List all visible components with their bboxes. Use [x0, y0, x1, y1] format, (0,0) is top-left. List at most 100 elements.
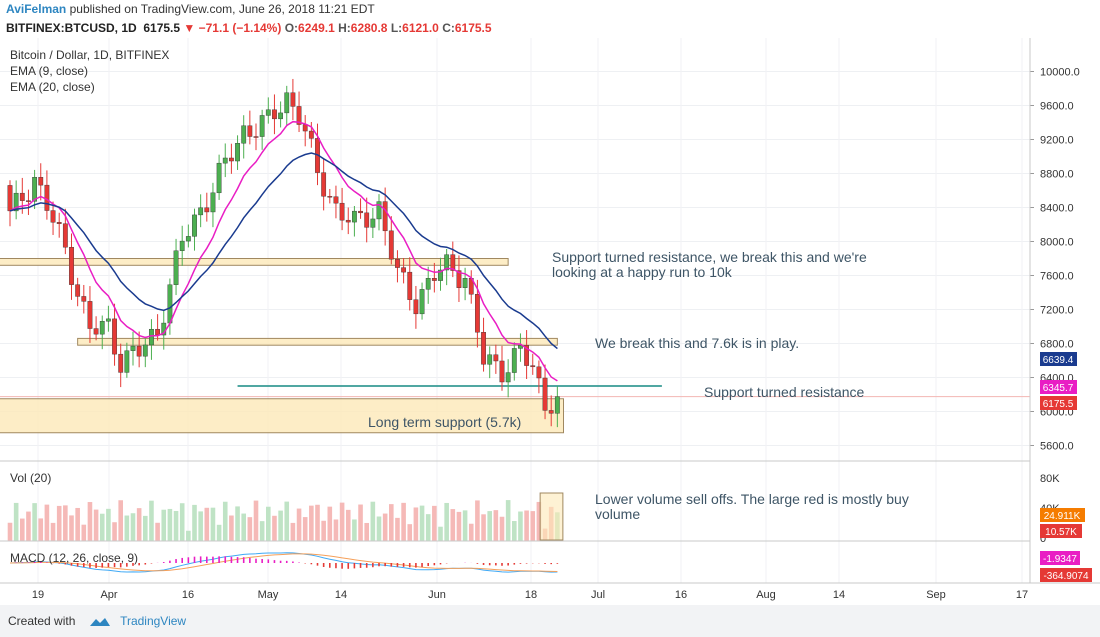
- volume-bar: [487, 511, 492, 541]
- candle-body: [456, 270, 462, 288]
- price-tick-label: 7600.0: [1040, 271, 1074, 283]
- candle-body: [376, 201, 382, 220]
- volume-bar: [327, 506, 333, 541]
- candle-body: [475, 294, 480, 333]
- volume-bar: [198, 511, 203, 541]
- price-tick-label: 9200.0: [1040, 135, 1074, 147]
- volume-bar: [456, 511, 462, 541]
- time-tick-label: 14: [335, 589, 347, 601]
- candle-body: [395, 258, 400, 268]
- volume-bar: [376, 516, 382, 541]
- candle-body: [530, 365, 536, 368]
- candle-body: [210, 192, 216, 213]
- time-tick-label: May: [258, 589, 279, 601]
- volume-bar: [290, 522, 296, 541]
- volume-bar: [247, 517, 253, 541]
- macd-legend: MACD (12, 26, close, 9): [10, 551, 138, 565]
- candle-body: [505, 372, 511, 383]
- candle-body: [235, 143, 240, 162]
- volume-bar: [444, 502, 449, 541]
- price-tick-label: 8000.0: [1040, 237, 1074, 249]
- volume-bar: [345, 509, 351, 541]
- volume-bar: [284, 501, 290, 541]
- candle-body: [413, 299, 419, 315]
- candle-body: [333, 196, 339, 204]
- author-link[interactable]: AviFelman: [6, 2, 67, 16]
- candle-body: [339, 202, 345, 221]
- volume-legend: Vol (20): [10, 471, 51, 485]
- candle-body: [345, 219, 351, 223]
- ema20-legend: EMA (20, close): [10, 80, 95, 94]
- candle-body: [118, 353, 124, 373]
- volume-bar: [179, 503, 185, 541]
- volume-bar: [352, 519, 357, 541]
- high-value: 6280.8: [350, 21, 388, 35]
- annotation-volume-1: Lower volume sell offs. The large red is…: [595, 491, 909, 507]
- volume-bars: [7, 492, 564, 541]
- candle-body: [204, 207, 210, 213]
- candle-body: [87, 301, 93, 329]
- badge-ema20: 6639.4: [1040, 352, 1077, 366]
- price-tick-label: 8400.0: [1040, 203, 1074, 215]
- volume-bar: [339, 502, 345, 541]
- svg-text:-364.9074: -364.9074: [1043, 571, 1088, 582]
- open-label: O:: [284, 21, 299, 35]
- high-label: H:: [338, 21, 351, 35]
- candle-body: [419, 289, 425, 315]
- volume-bar: [401, 502, 406, 541]
- price-tick-label: 10000.0: [1040, 67, 1080, 79]
- candle-body: [7, 185, 13, 212]
- tradingview-logo-icon: [89, 617, 110, 626]
- price-tick-label: 5600.0: [1040, 441, 1074, 453]
- volume-bar: [167, 508, 173, 541]
- candle-body: [198, 207, 204, 216]
- candle-body: [185, 236, 191, 242]
- volume-tick-label: 80K: [1040, 473, 1060, 485]
- price-chart[interactable]: 10000.0 9600.0 9200.0 8800.0 8400.0 8000.0 760…: [0, 38, 1100, 605]
- volume-bar: [512, 521, 517, 541]
- candlesticks: [7, 78, 560, 428]
- publish-header: AviFelman published on TradingView.com, …: [0, 0, 1100, 19]
- candle-body: [321, 172, 327, 197]
- tradingview-link[interactable]: TradingView: [120, 614, 187, 628]
- volume-bar: [450, 509, 456, 541]
- volume-bar: [315, 504, 320, 541]
- volume-bar: [530, 511, 536, 541]
- volume-bar: [118, 500, 123, 541]
- support-zones: [0, 258, 1030, 434]
- close-label: C:: [442, 21, 455, 35]
- candle-body: [401, 267, 406, 273]
- volume-bar: [136, 508, 142, 541]
- price-change: −71.1 (−1.14%): [198, 21, 282, 35]
- volume-bar: [309, 505, 314, 541]
- candle-body: [450, 254, 456, 271]
- candle-body: [228, 157, 234, 162]
- volume-bar: [99, 513, 105, 541]
- volume-bar: [481, 514, 486, 541]
- candle-body: [370, 218, 376, 228]
- candle-body: [548, 410, 554, 414]
- created-with-text: Created with: [8, 614, 76, 628]
- candle-body: [56, 222, 62, 224]
- candle-body: [542, 377, 548, 411]
- candle-body: [382, 201, 388, 232]
- candle-body: [444, 254, 450, 271]
- volume-bar: [44, 504, 50, 541]
- candle-body: [179, 240, 185, 251]
- time-tick-label: 16: [182, 589, 194, 601]
- down-arrow-icon: ▼: [183, 21, 196, 35]
- macd-lines: [9, 552, 559, 573]
- publish-info: published on TradingView.com, June 26, 2…: [69, 2, 375, 16]
- badge-volume-ma: 24.911K: [1040, 508, 1085, 522]
- volume-bar: [266, 506, 271, 541]
- candle-body: [407, 271, 413, 300]
- price-tick-label: 8800.0: [1040, 169, 1074, 181]
- volume-bar: [130, 513, 136, 541]
- candle-body: [112, 318, 117, 355]
- annotation-resistance-2: looking at a happy run to 10k: [552, 264, 733, 280]
- candle-body: [499, 360, 505, 383]
- symbol-header: BITFINEX:BTCUSD, 1D 6175.5 ▼ −71.1 (−1.1…: [0, 19, 1100, 38]
- volume-bar: [505, 500, 511, 541]
- badge-last-price: 6175.5: [1040, 396, 1077, 410]
- volume-bar: [216, 524, 222, 541]
